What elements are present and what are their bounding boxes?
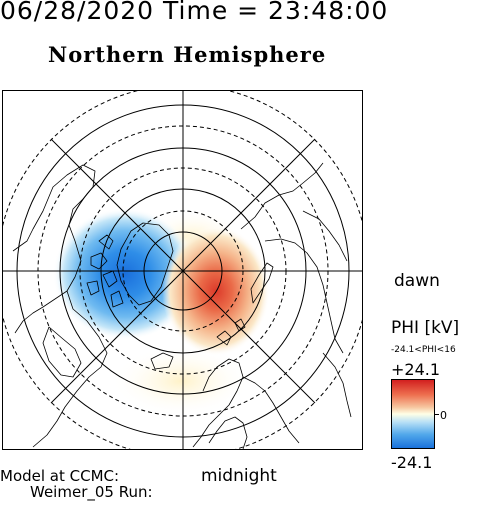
polar-map — [2, 90, 363, 450]
coastline-canadian-archipelago — [86, 234, 124, 308]
dawn-label: dawn — [394, 271, 440, 291]
legend-zero-label: 0 — [440, 409, 447, 422]
midnight-label: midnight — [201, 466, 277, 486]
legend-max-label: +24.1 — [391, 360, 441, 379]
plot-title: Northern Hemisphere — [48, 42, 327, 67]
negative-potential-cell — [53, 208, 197, 340]
coastline-greenland — [116, 222, 174, 306]
coastline-iceland — [150, 352, 174, 370]
coastline-north-america — [12, 164, 108, 448]
model-credit: Model at CCMC: — [0, 467, 120, 485]
run-credit: Weimer_05 Run: — [30, 483, 153, 501]
legend-min-label: -24.1 — [391, 453, 433, 472]
coastline-europe — [192, 358, 300, 448]
coastline-hudson-bay — [42, 326, 82, 378]
legend-range: -24.1<PHI<16 — [391, 345, 456, 355]
legend-zero-tick — [435, 414, 439, 415]
coastline-siberia — [240, 162, 348, 354]
meridian-line — [50, 138, 316, 404]
datetime-header: 06/28/2020 Time = 23:48:00 — [0, 0, 389, 25]
coastline-asia-east — [322, 352, 352, 418]
coastline-novaya-zemlya — [250, 262, 274, 304]
coastline-svalbard — [216, 318, 246, 346]
legend-title: PHI [kV] — [391, 318, 460, 338]
legend-color-bar — [391, 379, 435, 449]
neutral-halo — [111, 346, 251, 416]
coastline-scandinavia — [208, 416, 248, 449]
